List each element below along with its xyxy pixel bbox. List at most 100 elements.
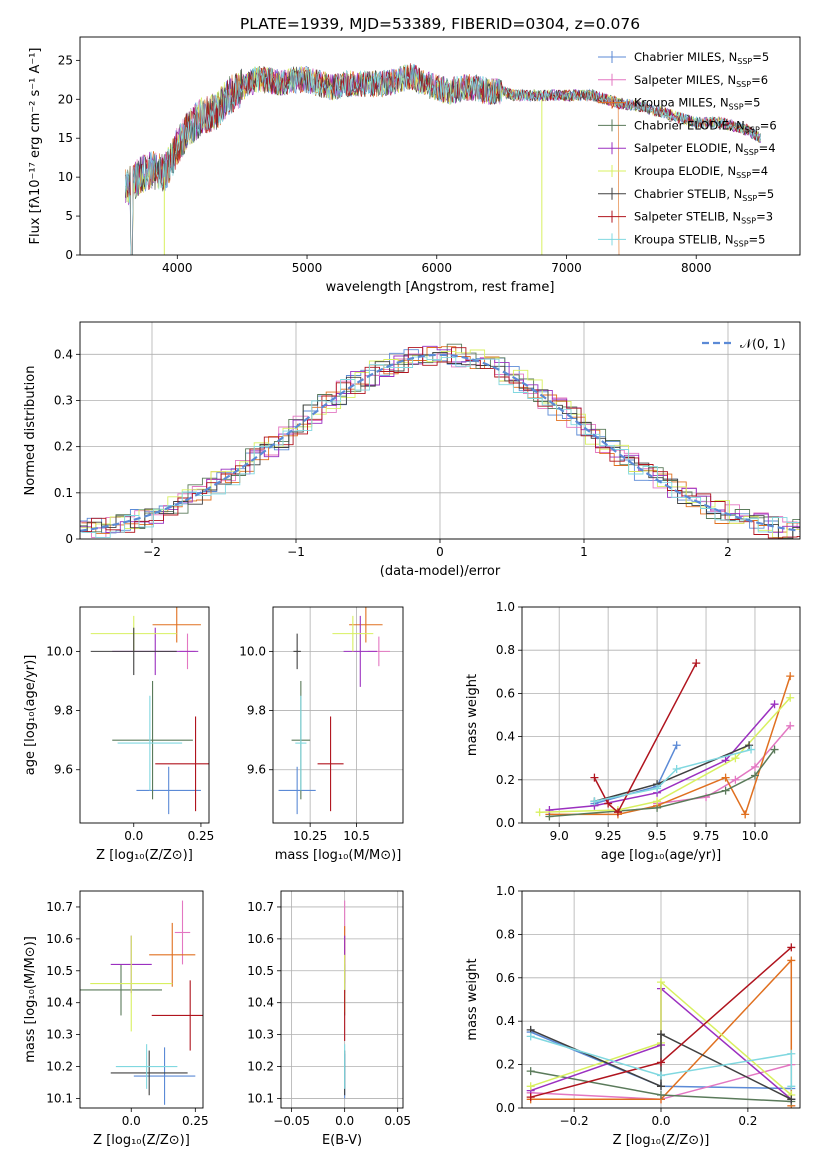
- y-tick-label: 10.2: [247, 1060, 274, 1074]
- y-tick-label: 0.4: [496, 1014, 515, 1028]
- x-axis-label: E(B-V): [322, 1133, 362, 1148]
- y-tick-label: 10.1: [46, 1091, 73, 1105]
- weight-marker-kroupa_miles: [786, 672, 795, 681]
- y-axis-label: mass weight: [465, 674, 480, 756]
- weight-marker-salpeter_stelib: [604, 799, 613, 808]
- y-tick-label: 0.0: [496, 1101, 515, 1115]
- y-tick-label: 9.8: [247, 704, 266, 718]
- weight-marker-salpeter_stelib: [613, 808, 622, 817]
- y-tick-label: 9.6: [247, 763, 266, 777]
- y-axis-label: Flux [fλ10⁻¹⁷ erg cm⁻² s⁻¹ A⁻¹]: [28, 48, 43, 245]
- panel-weight_vs_age: 9.0 9.25 9.5 9.75 10.0 0.0 0.2 0.4 0.6 0.8 1.0 age …: [465, 600, 801, 863]
- weight-marker-kroupa_elodie: [526, 1082, 535, 1091]
- y-tick-label: 0.2: [54, 440, 73, 454]
- legend-label: Kroupa ELODIE, NSSP=4: [634, 164, 768, 180]
- legend: 𝒩(0, 1): [702, 336, 786, 351]
- weight-line-kroupa_stelib: [530, 1035, 793, 1087]
- legend-label: Salpeter MILES, NSSP=6: [634, 73, 768, 89]
- x-axis-label: mass [log₁₀(M/M⊙)]: [275, 848, 402, 863]
- legend-label: 𝒩(0, 1): [740, 336, 786, 351]
- weight-line-kroupa_miles: [530, 958, 793, 1106]
- y-tick-label: 10.1: [247, 1091, 274, 1105]
- y-tick-label: 10.0: [46, 644, 73, 658]
- legend-label: Chabrier STELIB, NSSP=5: [634, 187, 774, 203]
- y-tick-label: 10.7: [247, 900, 274, 914]
- weight-marker-chabrier_elodie: [657, 1090, 665, 1099]
- y-axis-label: Normed distribution: [23, 366, 38, 496]
- weight-marker-chabrier_miles: [672, 741, 681, 750]
- x-tick-label: 0.25: [188, 829, 215, 843]
- x-tick-label: −0.2: [560, 1114, 589, 1128]
- weight-marker-salpeter_elodie: [770, 700, 779, 709]
- weight-marker-kroupa_stelib: [526, 1032, 535, 1041]
- y-tick-label: 20: [58, 92, 73, 106]
- weight-marker-chabrier_elodie: [770, 745, 779, 754]
- x-tick-label: 10.25: [293, 829, 327, 843]
- x-tick-label: 0.0: [651, 1114, 670, 1128]
- histogram-step-kroupa_miles: [81, 346, 800, 534]
- y-tick-label: 0.2: [496, 773, 515, 787]
- x-axis-label: (data-model)/error: [380, 564, 501, 579]
- y-tick-label: 1.0: [496, 600, 515, 614]
- plot-area: [125, 63, 761, 255]
- weight-marker-kroupa_elodie: [657, 978, 665, 987]
- panel-histogram: −2 −1 0 1 2 0 0.1 0.2 0.3 0.4 (data-model)/error No…: [23, 321, 801, 579]
- x-tick-label: 8000: [681, 261, 712, 275]
- y-tick-label: 10.7: [46, 900, 73, 914]
- x-tick-label: 0: [436, 545, 444, 559]
- y-tick-label: 0.4: [496, 730, 515, 744]
- x-axis-label: Z [log₁₀(Z/Z⊙)]: [96, 848, 193, 863]
- weight-marker-chabrier_elodie: [750, 771, 759, 780]
- x-tick-label: 5000: [292, 261, 323, 275]
- y-tick-label: 1.0: [496, 884, 515, 898]
- weight-marker-kroupa_elodie: [786, 693, 795, 702]
- x-tick-label: 9.0: [550, 829, 569, 843]
- weight-line-salpeter_stelib: [593, 662, 697, 814]
- y-tick-label: 0: [65, 248, 73, 262]
- weight-marker-kroupa_miles: [787, 956, 796, 965]
- x-tick-label: 0.0: [335, 1114, 354, 1128]
- weight-marker-kroupa_miles: [741, 810, 750, 819]
- y-tick-label: 15: [58, 131, 73, 145]
- y-tick-label: 10: [58, 170, 73, 184]
- x-tick-label: 6000: [421, 261, 452, 275]
- weight-line-kroupa_stelib: [594, 748, 752, 803]
- weight-marker-kroupa_stelib: [590, 797, 599, 806]
- weight-marker-kroupa_miles: [721, 773, 730, 782]
- y-tick-label: 10.4: [46, 996, 73, 1010]
- weight-line-kroupa_elodie: [530, 980, 792, 1096]
- weight-marker-salpeter_stelib: [590, 773, 599, 782]
- histogram-step-kroupa_stelib: [81, 356, 800, 538]
- y-tick-label: 0.0: [496, 816, 515, 830]
- y-tick-label: 0.4: [54, 347, 73, 361]
- legend-label: Chabrier MILES, NSSP=5: [634, 50, 769, 66]
- weight-marker-kroupa_elodie: [653, 797, 662, 806]
- plot-area: [526, 943, 796, 1108]
- x-tick-label: −0.05: [273, 1114, 310, 1128]
- axes-frame: [521, 606, 801, 824]
- gaussian-curve: [80, 353, 800, 532]
- weight-marker-salpeter_miles: [731, 775, 740, 784]
- legend-label: Kroupa STELIB, NSSP=5: [634, 232, 765, 248]
- panel-mass_vs_ebv: −0.05 0.0 0.05 10.1 10.2 10.3 10.4 10.5 10.6 10.7…: [247, 890, 411, 1148]
- histogram-step-chabrier_stelib: [80, 352, 800, 539]
- axes-frame: [79, 606, 210, 824]
- legend-label: Salpeter STELIB, NSSP=3: [634, 210, 773, 226]
- axes-frame: [79, 321, 801, 540]
- panel-age_vs_Z: 0.0 0.25 9.6 9.8 10.0 Z [log₁₀(Z/Z⊙)] age [log…: [23, 606, 215, 863]
- y-tick-label: 9.8: [54, 704, 73, 718]
- x-axis-label: Z [log₁₀(Z/Z⊙)]: [93, 1133, 190, 1148]
- spectrum-line-salpeter_stelib: [125, 63, 761, 255]
- x-tick-label: 1: [580, 545, 588, 559]
- x-axis-label: Z [log₁₀(Z/Z⊙)]: [613, 1133, 710, 1148]
- y-tick-label: 10.3: [247, 1028, 274, 1042]
- y-tick-label: 0.6: [496, 971, 515, 985]
- axes-frame: [280, 890, 404, 1109]
- x-tick-label: 9.75: [693, 829, 720, 843]
- y-tick-label: 0: [65, 532, 73, 546]
- y-tick-label: 10.6: [46, 932, 73, 946]
- weight-marker-kroupa_stelib: [657, 1071, 665, 1080]
- weight-marker-kroupa_stelib: [747, 745, 756, 754]
- weight-line-kroupa_miles: [549, 675, 791, 817]
- axes-frame: [79, 890, 204, 1109]
